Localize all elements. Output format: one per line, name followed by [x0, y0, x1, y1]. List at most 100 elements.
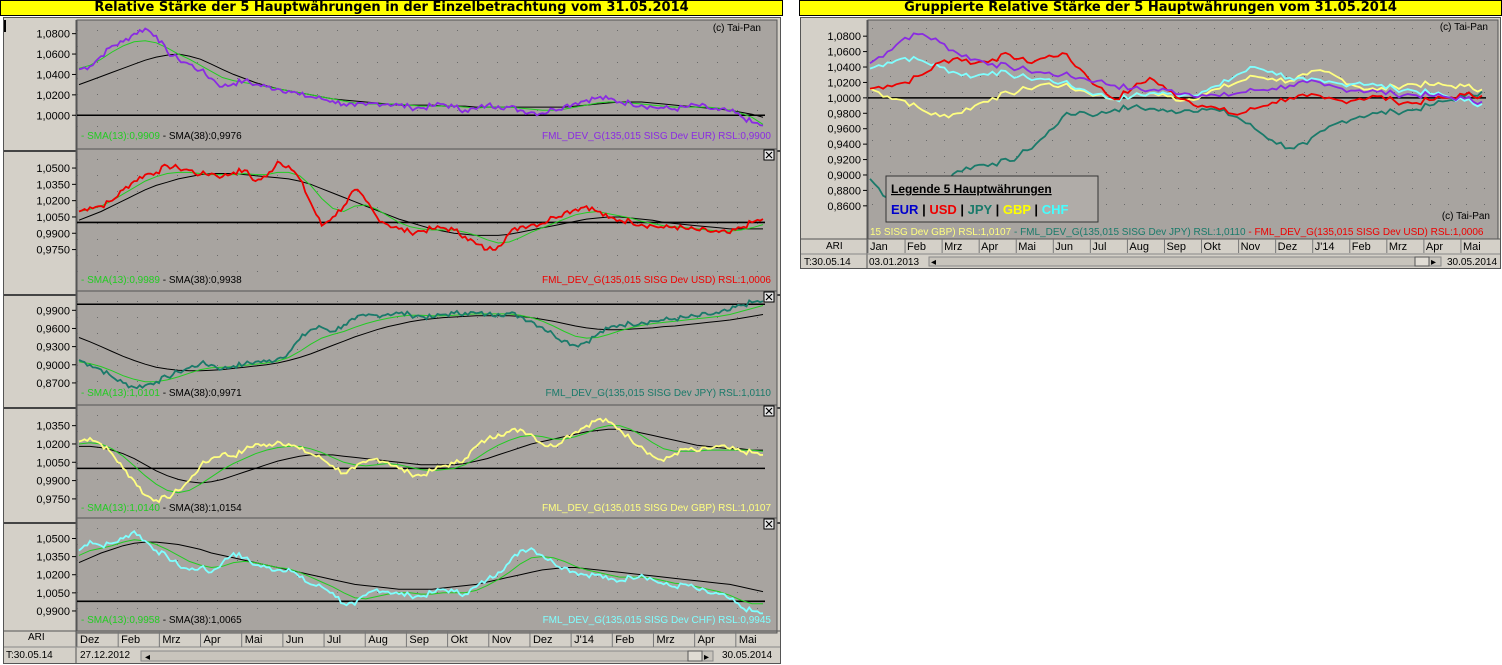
grid-dot [257, 126, 258, 127]
grid-dot [1214, 204, 1215, 205]
grid-dot [637, 110, 638, 111]
grid-dot [1142, 140, 1143, 141]
grid-dot [197, 223, 198, 224]
scroll-left-arrow[interactable]: ◂ [145, 652, 150, 663]
grid-dot [157, 431, 158, 432]
grid-dot [377, 159, 378, 160]
grid-dot [1322, 76, 1323, 77]
grid-dot [1268, 28, 1269, 29]
grid-dot [557, 463, 558, 464]
grid-dot [1358, 188, 1359, 189]
grid-dot [657, 62, 658, 63]
grid-dot [317, 415, 318, 416]
grid-dot [537, 365, 538, 366]
grid-dot [1268, 188, 1269, 189]
grid-dot [337, 560, 338, 561]
grid-dot [557, 239, 558, 240]
grid-dot [317, 349, 318, 350]
scrollbar-thumb[interactable] [1414, 256, 1430, 267]
grid-dot [77, 495, 78, 496]
grid-dot [437, 78, 438, 79]
grid-dot [557, 78, 558, 79]
grid-dot [157, 175, 158, 176]
grid-dot [277, 301, 278, 302]
grid-dot [77, 592, 78, 593]
grid-dot [257, 608, 258, 609]
close-icon [765, 520, 773, 528]
grid-dot [617, 447, 618, 448]
grid-dot [1088, 60, 1089, 61]
grid-dot [657, 365, 658, 366]
grid-dot [257, 94, 258, 95]
scroll-right-arrow[interactable]: ▸ [1431, 257, 1436, 268]
grid-dot [557, 175, 558, 176]
grid-dot [97, 301, 98, 302]
grid-dot [1340, 188, 1341, 189]
close-panel-button[interactable] [763, 518, 775, 530]
grid-dot [657, 255, 658, 256]
grid-dot [737, 62, 738, 63]
grid-dot [97, 62, 98, 63]
grid-dot [557, 576, 558, 577]
grid-dot [890, 124, 891, 125]
scroll-right-arrow[interactable]: ▸ [704, 652, 709, 663]
grid-dot [998, 60, 999, 61]
grid-dot [137, 544, 138, 545]
grid-dot [217, 365, 218, 366]
grid-dot [657, 479, 658, 480]
grid-dot [1430, 108, 1431, 109]
grid-dot [657, 223, 658, 224]
scrollbar-track[interactable] [140, 650, 714, 662]
x-month-label: Mrz [656, 634, 674, 646]
grid-dot [1394, 172, 1395, 173]
scrollbar-track[interactable] [928, 256, 1442, 267]
close-panel-button[interactable] [763, 291, 775, 303]
grid-dot [397, 349, 398, 350]
grid-dot [717, 271, 718, 272]
grid-dot [277, 333, 278, 334]
grid-dot [137, 317, 138, 318]
grid-dot [1286, 156, 1287, 157]
grid-dot [97, 239, 98, 240]
grid-dot [477, 479, 478, 480]
grid-dot [217, 431, 218, 432]
grid-dot [477, 365, 478, 366]
grid-dot [97, 46, 98, 47]
grid-dot [437, 333, 438, 334]
sma38-line [78, 541, 764, 593]
grid-dot [137, 415, 138, 416]
grid-dot [557, 301, 558, 302]
close-panel-button[interactable] [763, 405, 775, 417]
grid-dot [457, 175, 458, 176]
grid-dot [1286, 60, 1287, 61]
grid-dot [417, 62, 418, 63]
legend-item-chf: CHF [1042, 202, 1069, 217]
grid-dot [1088, 76, 1089, 77]
x-month-label: Okt [1204, 241, 1221, 253]
grid-dot [317, 46, 318, 47]
grid-dot [1034, 108, 1035, 109]
grid-dot [737, 30, 738, 31]
grid-dot [317, 381, 318, 382]
grid-dot [677, 415, 678, 416]
grid-dot [357, 528, 358, 529]
grid-dot [357, 126, 358, 127]
grid-dot [1286, 140, 1287, 141]
grid-dot [1358, 156, 1359, 157]
grid-dot [697, 495, 698, 496]
ari-label-right: ARI [826, 241, 843, 252]
grid-dot [944, 28, 945, 29]
grid-dot [637, 62, 638, 63]
grid-dot [557, 62, 558, 63]
scrollbar-thumb[interactable] [687, 650, 703, 662]
grid-dot [1160, 172, 1161, 173]
grid-dot [637, 271, 638, 272]
grid-dot [1394, 156, 1395, 157]
grid-dot [677, 381, 678, 382]
close-panel-button[interactable] [763, 149, 775, 161]
grid-dot [177, 223, 178, 224]
scroll-left-arrow[interactable]: ◂ [931, 257, 936, 268]
y-tick-label: 1,0350 [36, 552, 70, 564]
grid-dot [317, 608, 318, 609]
